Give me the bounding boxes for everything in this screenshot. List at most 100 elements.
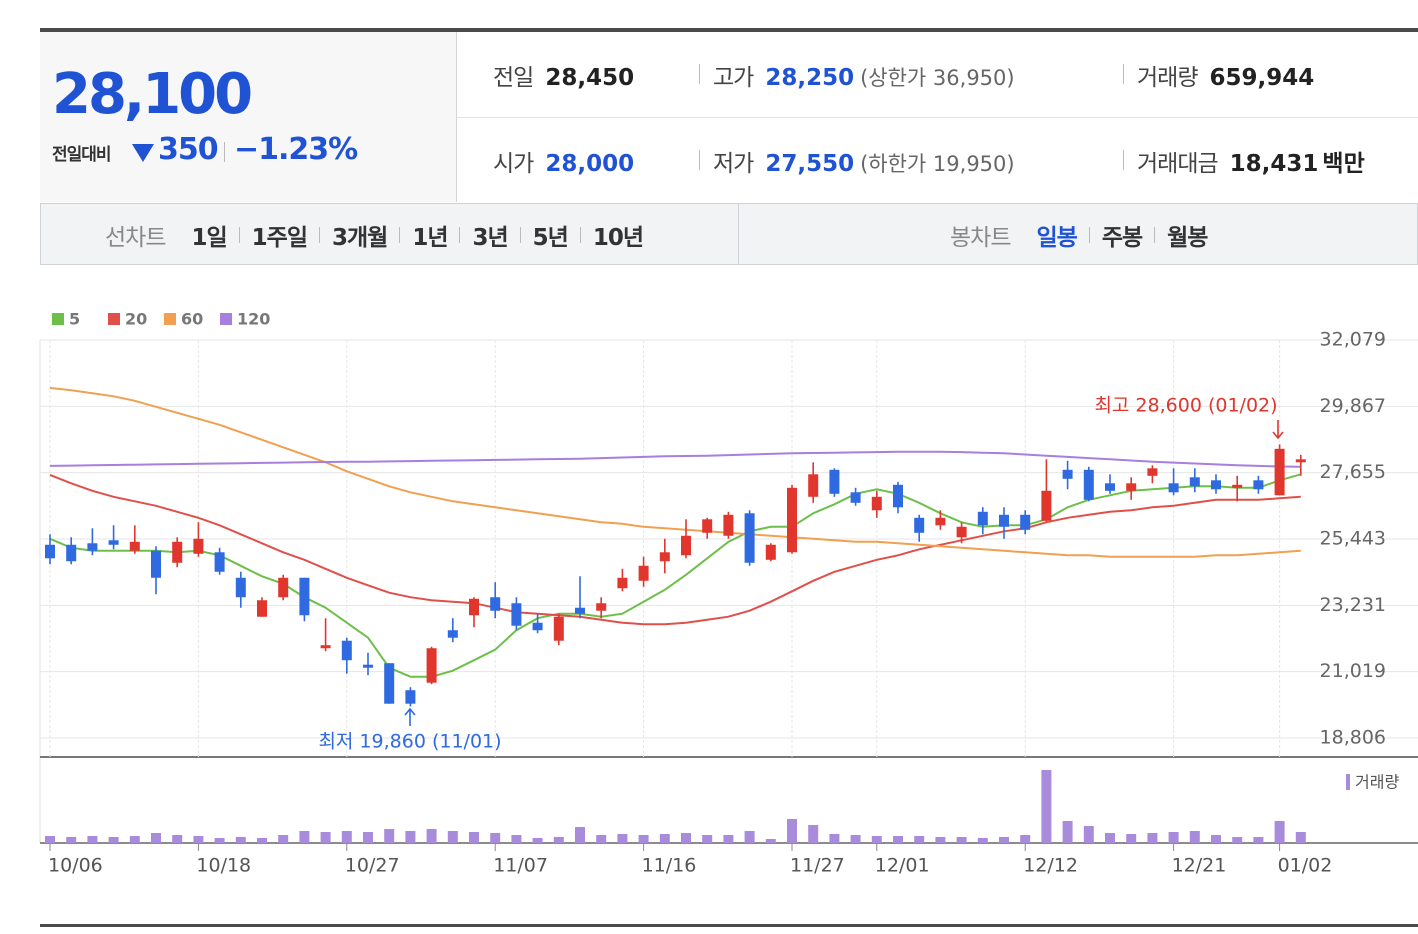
- item-label: 전일: [493, 65, 534, 91]
- item-label: 저가: [713, 151, 754, 177]
- moving-average-line: [49, 450, 1301, 468]
- volume-bar: [1041, 770, 1052, 843]
- candle-body: [447, 630, 458, 638]
- volume-bar: [1274, 821, 1285, 843]
- low-annotation: 최저 19,860 (11/01): [318, 731, 501, 753]
- tab-group-label: 봉차트: [950, 225, 1011, 251]
- candle-body: [235, 577, 246, 598]
- volume-bar: [681, 833, 691, 843]
- top-border: [40, 28, 1418, 32]
- tab[interactable]: 5년: [532, 225, 569, 251]
- candle-body: [1083, 469, 1094, 500]
- volume-bar: [66, 837, 77, 843]
- candle-body: [1062, 469, 1073, 479]
- candle-body: [45, 544, 55, 559]
- volume-bar: [914, 836, 925, 843]
- volume-bar: [638, 835, 649, 843]
- item-value: 27,550: [765, 151, 855, 177]
- candle-chart-tabs: 봉차트 일봉 주봉 월봉: [950, 218, 1208, 252]
- candle-body: [1211, 480, 1221, 490]
- candle-body: [1168, 483, 1179, 493]
- x-tick-label: 12/12: [1023, 855, 1078, 877]
- change-rate: −1.23%: [234, 132, 358, 167]
- volume-bar: [1147, 833, 1158, 843]
- candle-body: [617, 577, 628, 589]
- volume-bar: [1232, 837, 1243, 843]
- candle-body: [744, 513, 755, 563]
- x-tick-label: 12/21: [1172, 855, 1227, 877]
- tab[interactable]: 1년: [412, 225, 448, 251]
- candle-body: [193, 538, 204, 554]
- low-arrow: [404, 707, 416, 726]
- volume-bar: [341, 831, 352, 843]
- volume-bar: [850, 835, 861, 843]
- candle-body: [108, 540, 119, 545]
- y-tick-label: 23,231: [1320, 594, 1386, 616]
- candle-body: [977, 511, 988, 526]
- tab-separator: [1154, 227, 1156, 243]
- volume-bar: [193, 836, 204, 843]
- quote-item: 거래량 659,944: [1122, 58, 1314, 92]
- volume-bar: [999, 837, 1009, 843]
- high-arrow: [1272, 420, 1284, 440]
- tab[interactable]: 일봉: [1036, 225, 1077, 251]
- volume-bar: [172, 835, 183, 843]
- tab[interactable]: 월봉: [1167, 225, 1208, 251]
- candle-body: [999, 514, 1009, 527]
- volume-bar: [744, 831, 755, 843]
- volume-bar: [1168, 832, 1179, 843]
- candle-body: [405, 690, 416, 704]
- volume-bar: [1062, 821, 1073, 843]
- y-tick-label: 18,806: [1320, 727, 1386, 749]
- candle-body: [172, 541, 183, 563]
- volume-bar: [469, 832, 479, 843]
- item-value: 28,450: [545, 65, 635, 91]
- volume-bar: [87, 836, 98, 843]
- candle-body: [723, 514, 734, 536]
- volume-bar: [490, 833, 501, 843]
- moving-average-line: [49, 386, 1301, 558]
- volume-bar: [447, 831, 458, 843]
- candle-body: [638, 565, 649, 581]
- candle-body: [659, 552, 670, 562]
- x-tick-label: 12/01: [875, 855, 930, 877]
- candle-body: [765, 544, 776, 560]
- down-arrow: [132, 144, 154, 162]
- tab[interactable]: 3년: [472, 225, 508, 251]
- volume-bar: [45, 836, 55, 843]
- tab[interactable]: 3개월: [331, 225, 388, 251]
- volume-bar: [702, 835, 713, 843]
- volume-bar: [214, 838, 225, 843]
- y-tick-label: 27,655: [1320, 461, 1386, 483]
- legend-label: 60: [181, 310, 203, 329]
- tab[interactable]: 1주일: [251, 225, 308, 251]
- quote-item: 전일 28,450: [493, 58, 634, 92]
- candle-body: [1105, 483, 1115, 491]
- volume-bar: [553, 837, 564, 843]
- candle-body: [1253, 480, 1264, 490]
- volume-bar: [723, 835, 734, 843]
- y-tick-label: 29,867: [1320, 395, 1386, 417]
- tab[interactable]: 주봉: [1101, 225, 1143, 251]
- tab[interactable]: 10년: [592, 225, 644, 251]
- bottom-border: [40, 924, 1418, 927]
- candle-body: [1147, 468, 1158, 476]
- volume-bar: [384, 829, 395, 843]
- volume-bar: [1105, 833, 1115, 843]
- volume-bar: [893, 836, 903, 843]
- candle-body: [490, 597, 501, 611]
- tab-separator: [399, 227, 401, 243]
- volume-bar: [935, 837, 946, 843]
- volume-bar: [320, 832, 331, 843]
- candle-body: [511, 603, 522, 626]
- quote-item: 저가 27,550 (하한가 19,950): [699, 144, 1015, 178]
- volume-bar: [1083, 826, 1094, 843]
- candle-body: [299, 577, 310, 616]
- legend-swatch: [52, 313, 64, 325]
- tab-bar: [40, 203, 1418, 265]
- item-value: 28,000: [545, 151, 635, 177]
- tab[interactable]: 1일: [191, 225, 227, 251]
- candle-body: [681, 535, 691, 556]
- item-label: 거래대금: [1137, 151, 1219, 177]
